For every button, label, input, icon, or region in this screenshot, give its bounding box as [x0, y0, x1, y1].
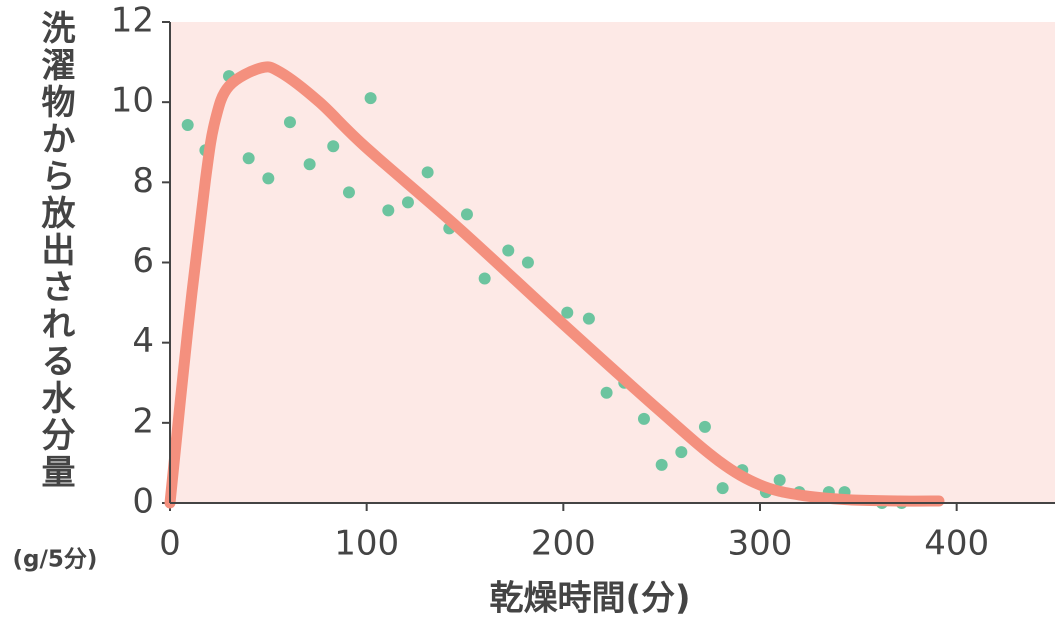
data-point: [561, 306, 574, 319]
data-point: [675, 446, 688, 459]
data-point: [655, 458, 668, 471]
x-tick-label: 100: [334, 524, 399, 564]
data-point: [421, 166, 434, 179]
data-point: [698, 420, 711, 433]
y-tick-label: 2: [132, 401, 154, 441]
y-tick-label: 10: [111, 81, 154, 121]
y-tick-label: 6: [132, 241, 154, 281]
y-axis-label: 洗濯物から放出される水分量: [35, 10, 75, 491]
data-point: [478, 272, 491, 285]
x-tick-label: 0: [159, 524, 181, 564]
data-point: [773, 474, 786, 487]
data-point: [242, 152, 255, 165]
data-point: [716, 482, 729, 495]
data-point: [582, 312, 595, 325]
y-tick-label: 4: [132, 321, 154, 361]
x-tick-label: 200: [531, 524, 596, 564]
x-tick-label: 400: [924, 524, 989, 564]
data-point: [283, 116, 296, 129]
data-point: [342, 186, 355, 199]
y-axis-unit: (g/5分): [13, 547, 98, 573]
data-point: [600, 386, 613, 399]
x-axis-label: 乾燥時間(分): [489, 579, 690, 619]
data-point: [303, 158, 316, 171]
y-tick-label: 8: [132, 161, 154, 201]
x-tick-label: 300: [728, 524, 793, 564]
data-point: [327, 140, 340, 153]
data-point: [460, 208, 473, 221]
data-point: [262, 172, 275, 185]
data-point: [502, 244, 515, 257]
y-tick-label: 12: [111, 1, 154, 41]
data-point: [521, 256, 534, 269]
data-point: [382, 204, 395, 217]
fit-line: [164, 61, 945, 509]
data-point: [181, 119, 194, 132]
data-point: [401, 196, 414, 209]
data-point: [364, 92, 377, 105]
y-tick-label: 0: [132, 482, 154, 522]
data-point: [637, 412, 650, 425]
